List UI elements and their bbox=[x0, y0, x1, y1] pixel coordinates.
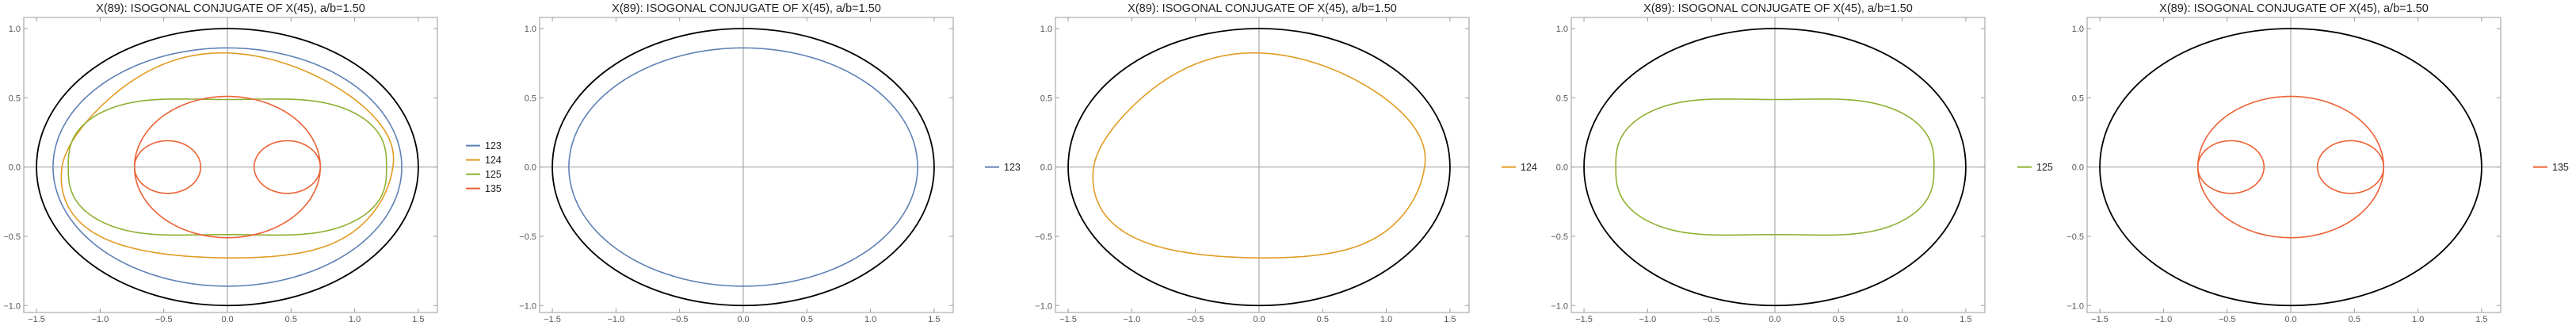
x-tick-label: 1.5 bbox=[1444, 315, 1456, 322]
x-tick-label: −1.0 bbox=[2155, 315, 2173, 322]
legend-label: 124 bbox=[1521, 162, 1537, 173]
x-tick-label: −1.5 bbox=[1575, 315, 1593, 322]
x-tick-label: 0.5 bbox=[285, 315, 297, 322]
series-curve-135 bbox=[133, 140, 202, 194]
x-tick-label: −0.5 bbox=[2219, 315, 2236, 322]
x-tick-label: 0.5 bbox=[1833, 315, 1845, 322]
x-tick-label: 1.0 bbox=[1380, 315, 1392, 322]
x-tick-label: −0.5 bbox=[1187, 315, 1204, 322]
x-tick-label: −1.0 bbox=[92, 315, 109, 322]
series-curve-123 bbox=[568, 47, 918, 287]
x-tick-label: 0.5 bbox=[801, 315, 813, 322]
x-tick-label: −1.5 bbox=[1059, 315, 1077, 322]
x-tick-label: −1.0 bbox=[1639, 315, 1657, 322]
legend-label: 125 bbox=[2036, 162, 2053, 173]
legend-label: 124 bbox=[485, 155, 502, 166]
series-curve-125 bbox=[1615, 98, 1935, 236]
y-tick-label: 0.5 bbox=[2072, 94, 2084, 103]
reference-ellipse bbox=[551, 28, 935, 307]
y-tick-label: 1.0 bbox=[1040, 25, 1052, 34]
x-tick-label: 0.5 bbox=[1317, 315, 1329, 322]
x-tick-label: 1.5 bbox=[412, 315, 424, 322]
y-tick-label: 0.5 bbox=[525, 94, 536, 103]
series-curve-125 bbox=[67, 98, 387, 236]
chart-panel-3: X(89): ISOGONAL CONJUGATE OF X(45), a/b=… bbox=[1035, 2, 1537, 322]
y-tick-label: 0.0 bbox=[525, 163, 536, 173]
chart-panel-1: X(89): ISOGONAL CONJUGATE OF X(45), a/b=… bbox=[3, 2, 502, 322]
x-tick-label: −0.5 bbox=[1703, 315, 1720, 322]
x-tick-label: 0.5 bbox=[2349, 315, 2360, 322]
y-tick-label: 1.0 bbox=[1556, 25, 1568, 34]
x-tick-label: 0.0 bbox=[221, 315, 233, 322]
x-tick-label: 1.5 bbox=[1960, 315, 1971, 322]
y-tick-label: −0.5 bbox=[1035, 232, 1052, 242]
plot-frame bbox=[23, 17, 438, 313]
y-tick-label: 0.0 bbox=[2072, 163, 2084, 173]
chart-panel-5: X(89): ISOGONAL CONJUGATE OF X(45), a/b=… bbox=[2067, 2, 2569, 322]
plot-frame bbox=[539, 17, 954, 313]
y-tick-label: −0.5 bbox=[3, 232, 21, 242]
plot-frame bbox=[1055, 17, 1470, 313]
reference-ellipse bbox=[2099, 28, 2483, 307]
series-curve-135 bbox=[2196, 140, 2265, 194]
y-tick-label: 0.5 bbox=[9, 94, 21, 103]
y-tick-label: −0.5 bbox=[1551, 232, 1568, 242]
x-tick-label: 0.0 bbox=[737, 315, 749, 322]
chart-panel-4: X(89): ISOGONAL CONJUGATE OF X(45), a/b=… bbox=[1551, 2, 2053, 322]
plot-frame bbox=[2086, 17, 2502, 313]
y-tick-label: 0.5 bbox=[1556, 94, 1568, 103]
x-tick-label: −0.5 bbox=[155, 315, 173, 322]
series-curve-124 bbox=[60, 52, 395, 259]
chart-title: X(89): ISOGONAL CONJUGATE OF X(45), a/b=… bbox=[2159, 2, 2429, 15]
y-tick-label: −0.5 bbox=[519, 232, 536, 242]
y-tick-label: 0.0 bbox=[1040, 163, 1052, 173]
y-tick-label: −1.0 bbox=[1035, 301, 1052, 311]
y-tick-label: −1.0 bbox=[519, 301, 536, 311]
series-curve-123 bbox=[52, 47, 403, 287]
x-tick-label: −1.5 bbox=[544, 315, 561, 322]
y-tick-label: 1.0 bbox=[525, 25, 536, 34]
reference-ellipse bbox=[1067, 28, 1451, 307]
legend-label: 123 bbox=[1004, 162, 1021, 173]
y-tick-label: 0.0 bbox=[1556, 163, 1568, 173]
x-tick-label: −1.5 bbox=[28, 315, 45, 322]
x-tick-label: 0.0 bbox=[1253, 315, 1265, 322]
x-tick-label: −1.0 bbox=[608, 315, 625, 322]
series-curve-135 bbox=[2316, 140, 2384, 194]
y-tick-label: −1.0 bbox=[2067, 301, 2084, 311]
plot-frame bbox=[1570, 17, 1986, 313]
x-tick-label: −0.5 bbox=[671, 315, 689, 322]
x-tick-label: 0.0 bbox=[2284, 315, 2296, 322]
x-tick-label: −1.5 bbox=[2091, 315, 2109, 322]
legend-label: 123 bbox=[485, 140, 502, 151]
x-tick-label: −1.0 bbox=[1124, 315, 1141, 322]
y-tick-label: −1.0 bbox=[1551, 301, 1568, 311]
x-tick-label: 1.5 bbox=[928, 315, 940, 322]
series-curve-135 bbox=[253, 140, 321, 194]
reference-ellipse bbox=[1583, 28, 1967, 307]
y-tick-label: −0.5 bbox=[2067, 232, 2084, 242]
y-tick-label: 1.0 bbox=[2072, 25, 2084, 34]
legend-label: 125 bbox=[485, 169, 502, 180]
legend-label: 135 bbox=[485, 183, 502, 194]
x-tick-label: 1.0 bbox=[2412, 315, 2424, 322]
chart-title: X(89): ISOGONAL CONJUGATE OF X(45), a/b=… bbox=[1643, 2, 1913, 15]
y-tick-label: 0.5 bbox=[1040, 94, 1052, 103]
x-tick-label: 1.0 bbox=[1896, 315, 1908, 322]
y-tick-label: −1.0 bbox=[3, 301, 21, 311]
x-tick-label: 1.5 bbox=[2475, 315, 2487, 322]
chart-title: X(89): ISOGONAL CONJUGATE OF X(45), a/b=… bbox=[612, 2, 881, 15]
y-tick-label: 1.0 bbox=[9, 25, 21, 34]
chart-panel-2: X(89): ISOGONAL CONJUGATE OF X(45), a/b=… bbox=[519, 2, 1021, 322]
x-tick-label: 0.0 bbox=[1769, 315, 1780, 322]
legend-label: 135 bbox=[2552, 162, 2569, 173]
x-tick-label: 1.0 bbox=[864, 315, 876, 322]
chart-title: X(89): ISOGONAL CONJUGATE OF X(45), a/b=… bbox=[1128, 2, 1397, 15]
x-tick-label: 1.0 bbox=[349, 315, 361, 322]
y-tick-label: 0.0 bbox=[9, 163, 21, 173]
reference-ellipse bbox=[36, 28, 419, 307]
chart-title: X(89): ISOGONAL CONJUGATE OF X(45), a/b=… bbox=[96, 2, 365, 15]
series-curve-124 bbox=[1092, 52, 1426, 259]
